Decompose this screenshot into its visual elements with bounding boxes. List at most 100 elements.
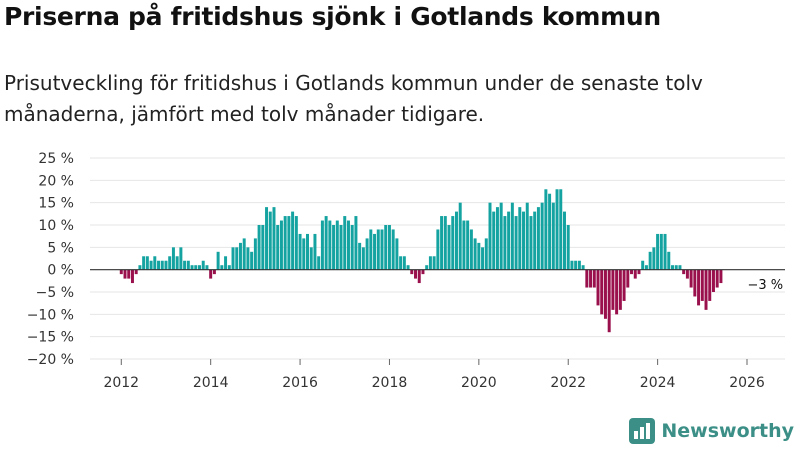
bar (373, 233, 377, 270)
bar (238, 242, 242, 270)
bar (603, 269, 607, 319)
bar (324, 216, 328, 270)
bar (514, 216, 518, 270)
bar (700, 269, 704, 301)
bar (611, 269, 615, 310)
bar (581, 265, 585, 270)
bar (585, 269, 589, 288)
bar (253, 238, 257, 270)
bar (171, 247, 175, 270)
bar (551, 202, 555, 270)
bar (134, 269, 138, 275)
x-tick-label: 2022 (550, 375, 586, 391)
bar (525, 202, 529, 270)
bar (443, 216, 447, 270)
bar (667, 251, 671, 270)
bar (358, 242, 362, 270)
bar (179, 247, 183, 270)
bar (406, 265, 410, 270)
bar (294, 216, 298, 270)
bar (693, 269, 697, 297)
bar (428, 256, 432, 270)
bar (168, 256, 172, 270)
bar (577, 260, 581, 270)
bar (209, 269, 213, 279)
chart-subtitle: Prisutveckling för fritidshus i Gotlands… (4, 71, 703, 126)
bar (469, 229, 473, 270)
bar (615, 269, 619, 315)
bar (142, 256, 146, 270)
bar (335, 220, 339, 270)
bar (201, 260, 205, 270)
bar (436, 229, 440, 270)
bar (380, 229, 384, 270)
bar (711, 269, 715, 292)
y-tick-label: 25 % (38, 151, 74, 167)
bar (410, 269, 414, 275)
bar (518, 207, 522, 270)
y-tick-label: −20 % (27, 352, 74, 368)
bar (477, 242, 481, 270)
bar (369, 229, 373, 270)
bar (432, 256, 436, 270)
newsworthy-logo-icon (629, 418, 656, 444)
bar (417, 269, 421, 284)
bar (440, 216, 444, 270)
bar (138, 265, 142, 270)
bar (265, 207, 269, 270)
bar-series (119, 189, 723, 333)
bar (481, 247, 485, 270)
bar (216, 251, 220, 270)
bar (328, 220, 332, 270)
bar (641, 260, 645, 270)
bar (186, 260, 190, 270)
x-tick-label: 2014 (193, 375, 229, 391)
bar (566, 225, 570, 270)
bar (272, 207, 276, 270)
y-tick-label: −15 % (27, 330, 74, 346)
bar (317, 256, 321, 270)
bar (682, 269, 686, 275)
y-tick-label: −10 % (27, 307, 74, 323)
bar (637, 269, 641, 275)
bar (127, 269, 131, 279)
annotations: −3 % (747, 278, 783, 293)
x-tick-label: 2018 (372, 375, 408, 391)
bar (332, 225, 336, 270)
bar (391, 229, 395, 270)
bar (235, 247, 239, 270)
bar (425, 265, 429, 270)
y-tick-label: 15 % (38, 196, 74, 212)
bar (708, 269, 712, 301)
bar (145, 256, 149, 270)
bar (194, 265, 198, 270)
bar (421, 269, 425, 275)
bar (522, 211, 526, 270)
bar (548, 193, 552, 270)
bar (157, 260, 161, 270)
bar (306, 233, 309, 270)
bar (454, 211, 458, 270)
bar (671, 265, 674, 270)
bar (205, 265, 209, 270)
bar (130, 269, 134, 284)
newsworthy-brand: Newsworthy (629, 418, 794, 444)
bar (562, 211, 566, 270)
bar (663, 233, 667, 270)
bar (533, 211, 537, 270)
bar (198, 265, 201, 270)
bar (183, 260, 187, 270)
bar (246, 247, 250, 270)
bar (570, 260, 574, 270)
bar (529, 216, 533, 270)
bar (644, 265, 648, 270)
bar (119, 269, 123, 275)
bar (648, 251, 652, 270)
bar (685, 269, 689, 279)
x-tick-label: 2012 (103, 375, 139, 391)
bar (473, 238, 477, 270)
bar (633, 269, 637, 279)
bar (495, 207, 499, 270)
x-tick-label: 2024 (640, 375, 676, 391)
bar (555, 189, 559, 270)
